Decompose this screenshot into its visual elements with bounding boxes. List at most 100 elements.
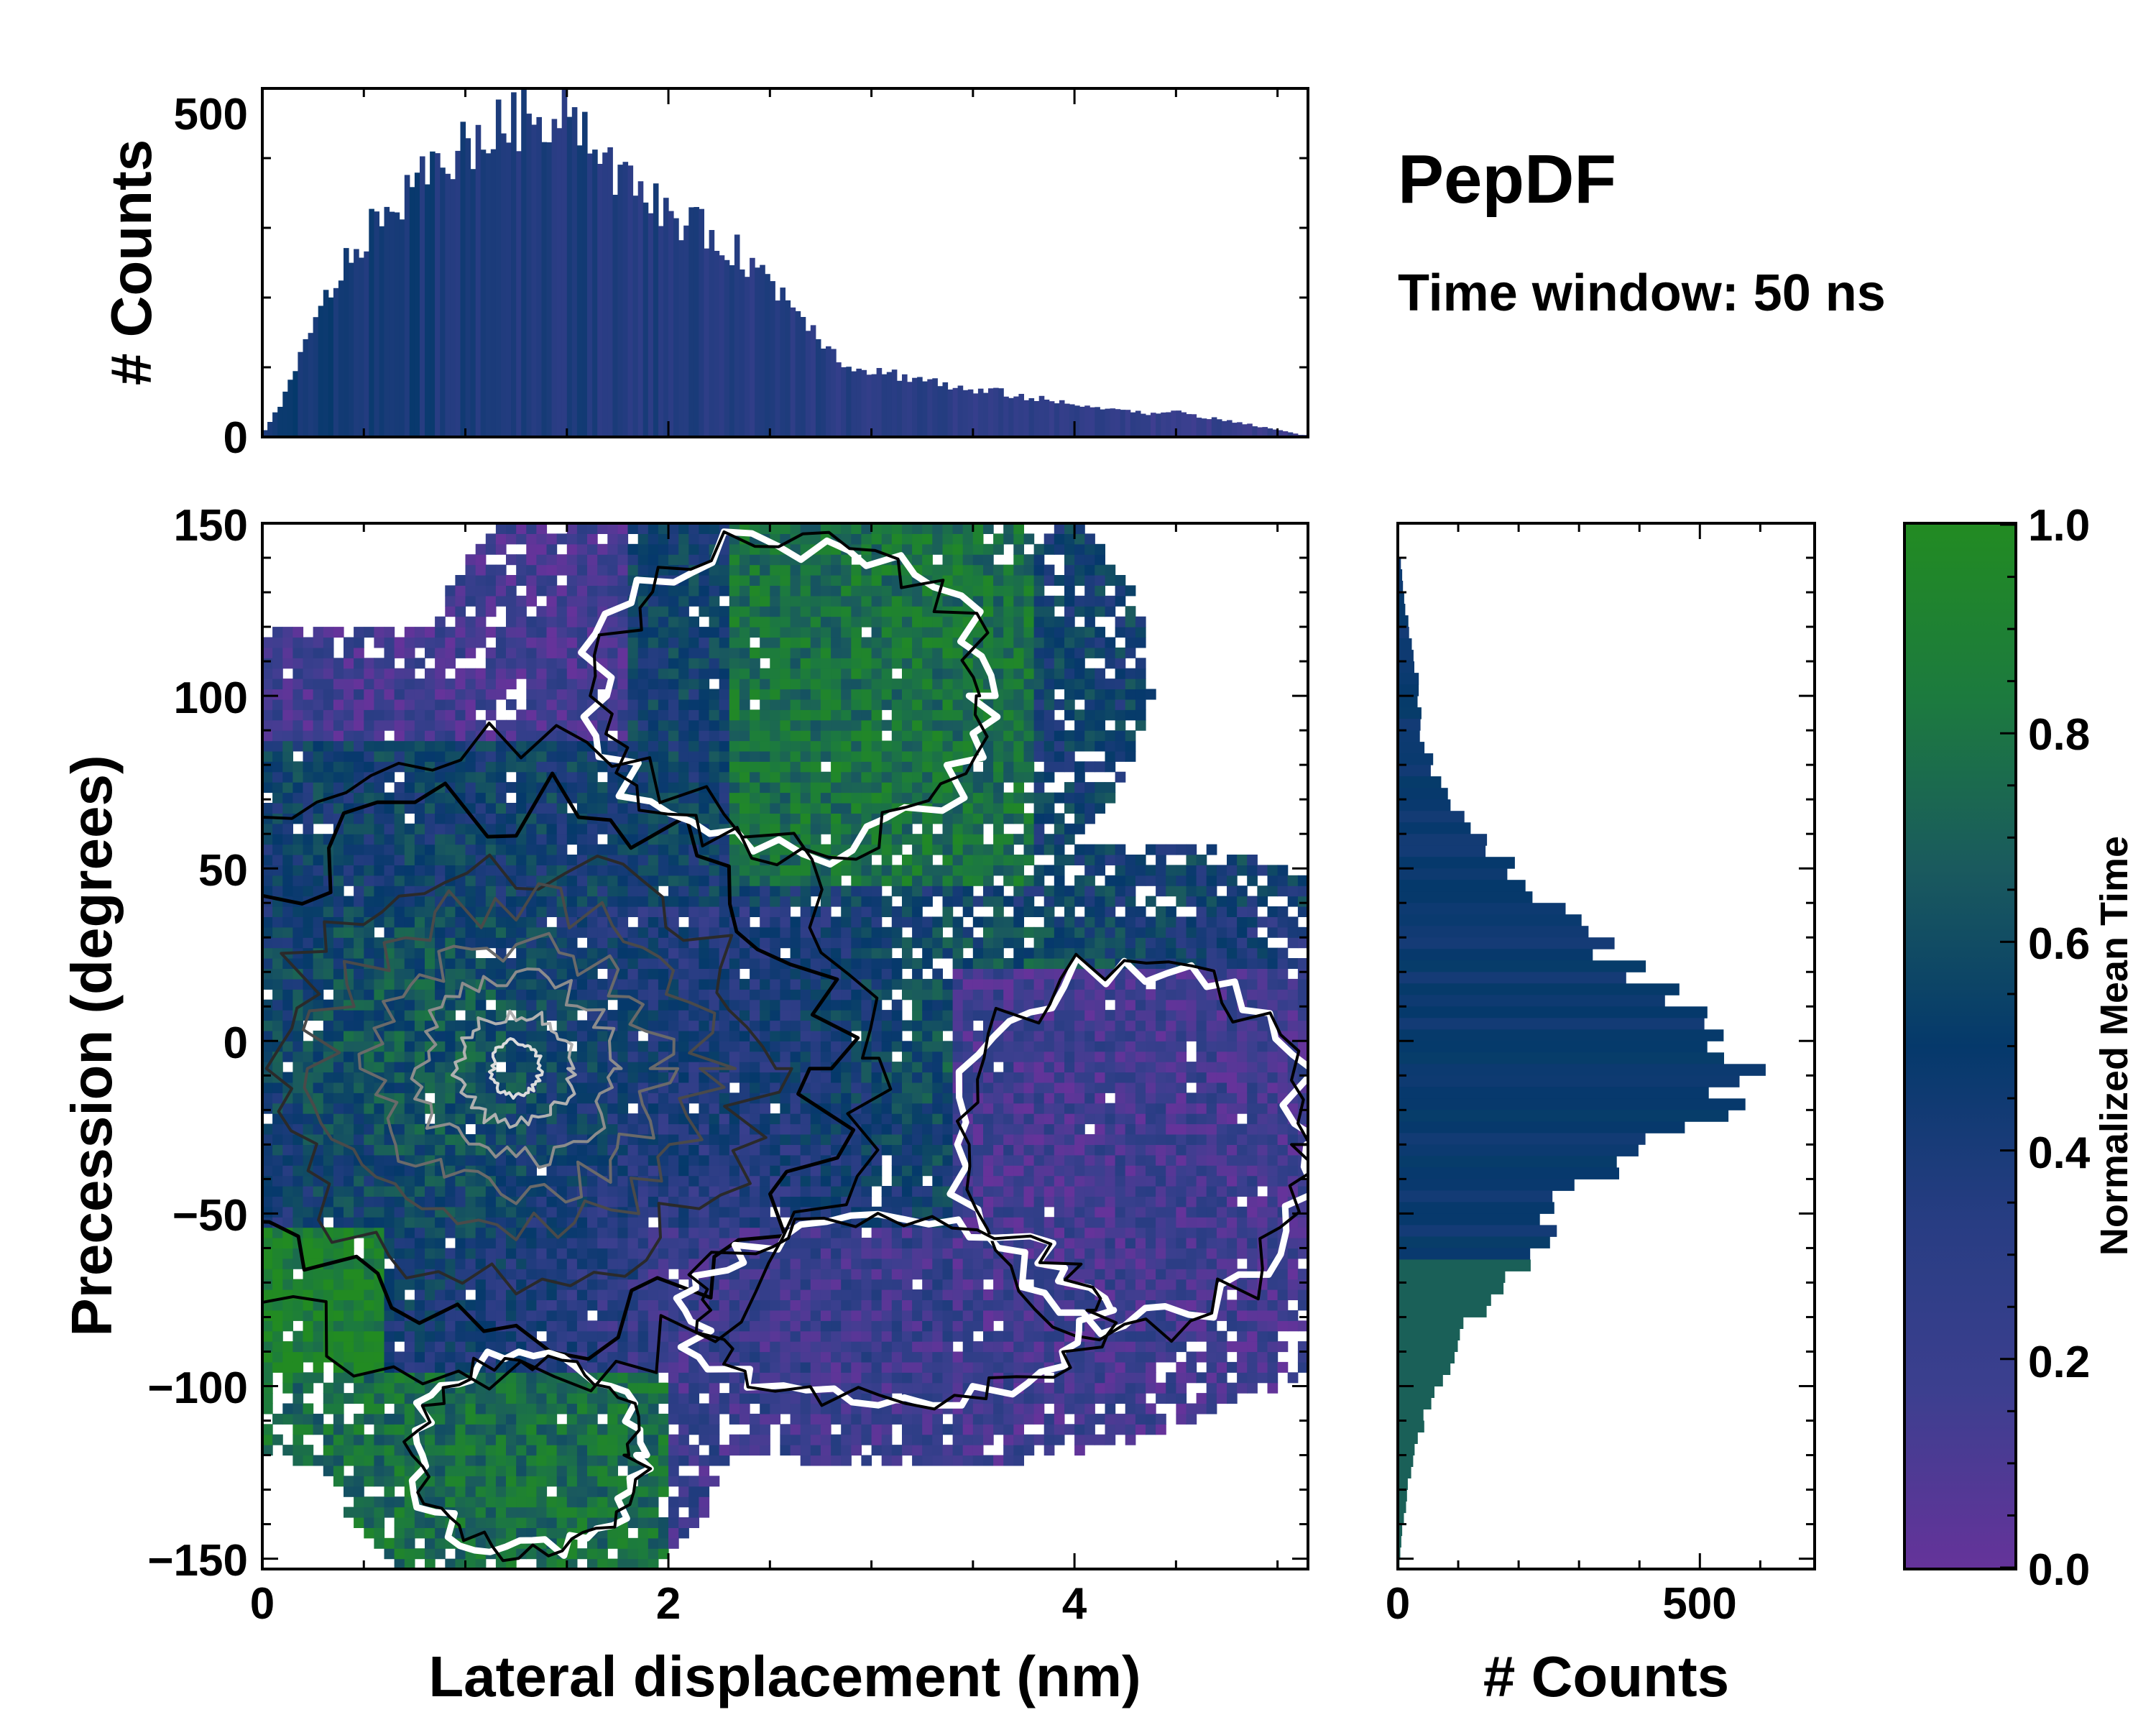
heatmap-cell xyxy=(465,709,476,721)
heatmap-cell xyxy=(536,844,548,855)
heatmap-cell xyxy=(566,1506,578,1518)
heatmap-cell xyxy=(506,782,517,794)
heatmap-cell xyxy=(719,554,730,566)
heatmap-cell xyxy=(699,1175,710,1187)
heatmap-cell xyxy=(485,1082,497,1093)
heatmap-cell xyxy=(435,1217,446,1228)
heatmap-cell xyxy=(658,875,669,886)
heatmap-cell xyxy=(678,834,689,845)
heatmap-cell xyxy=(495,1310,507,1321)
heatmap-cell xyxy=(313,1413,324,1425)
heatmap-cell xyxy=(303,709,314,721)
heatmap-cell xyxy=(709,740,720,752)
heatmap-cell xyxy=(516,647,527,658)
heatmap-cell xyxy=(668,564,679,576)
heatmap-cell xyxy=(475,1289,487,1300)
heatmap-cell xyxy=(658,1238,669,1248)
heatmap-cell xyxy=(445,896,456,907)
heatmap-cell xyxy=(384,689,395,700)
heatmap-cell xyxy=(780,1434,791,1445)
heatmap-cell xyxy=(566,1238,578,1248)
heatmap-cell xyxy=(313,750,324,762)
heatmap-cell xyxy=(637,1372,649,1384)
heatmap-cell xyxy=(607,906,618,917)
heatmap-cell xyxy=(435,1175,446,1187)
heatmap-cell xyxy=(699,1217,710,1228)
heatmap-cell xyxy=(607,1289,618,1300)
heatmap-cell xyxy=(648,1445,659,1456)
heatmap-cell xyxy=(282,1320,293,1332)
heatmap-cell xyxy=(627,1537,639,1549)
heatmap-cell xyxy=(699,813,710,824)
heatmap-cell xyxy=(354,1010,364,1021)
top-histogram-bar xyxy=(1186,414,1192,437)
heatmap-cell xyxy=(668,999,679,1011)
heatmap-cell xyxy=(354,689,364,700)
heatmap-cell xyxy=(262,906,273,917)
heatmap-cell xyxy=(374,740,385,752)
heatmap-cell xyxy=(617,906,629,917)
heatmap-cell xyxy=(516,740,527,752)
heatmap-cell xyxy=(546,1330,558,1342)
heatmap-cell xyxy=(658,1517,669,1528)
heatmap-cell xyxy=(414,627,425,638)
heatmap-cell xyxy=(658,616,669,627)
heatmap-cell xyxy=(617,1010,629,1021)
heatmap-cell xyxy=(272,1269,283,1280)
heatmap-cell xyxy=(617,564,629,576)
heatmap-cell xyxy=(556,1496,568,1508)
heatmap-cell xyxy=(303,1341,314,1353)
heatmap-cell xyxy=(770,896,780,907)
heatmap-cell xyxy=(627,1041,639,1052)
heatmap-cell xyxy=(516,730,527,742)
heatmap-cell xyxy=(323,1206,334,1218)
heatmap-cell xyxy=(516,1103,527,1114)
heatmap-cell xyxy=(566,1175,578,1187)
heatmap-cell xyxy=(750,585,760,597)
heatmap-cell xyxy=(374,1217,385,1228)
heatmap-cell xyxy=(445,823,456,834)
heatmap-cell xyxy=(637,689,649,700)
heatmap-cell xyxy=(455,1403,466,1414)
heatmap-cell xyxy=(770,1330,780,1342)
heatmap-cell xyxy=(394,1393,405,1404)
heatmap-cell xyxy=(303,1051,314,1062)
heatmap-cell xyxy=(323,978,334,990)
heatmap-cell xyxy=(760,1144,770,1156)
heatmap-cell xyxy=(780,1279,791,1290)
heatmap-cell xyxy=(516,1072,527,1083)
heatmap-cell xyxy=(445,1476,456,1487)
heatmap-cell xyxy=(526,958,537,969)
heatmap-cell xyxy=(516,564,527,576)
heatmap-cell xyxy=(617,1279,629,1290)
heatmap-cell xyxy=(556,834,568,845)
heatmap-cell xyxy=(506,1062,517,1073)
heatmap-cell xyxy=(770,1051,780,1062)
heatmap-cell xyxy=(485,1248,497,1259)
heatmap-cell xyxy=(699,947,710,959)
heatmap-cell xyxy=(760,1020,770,1031)
heatmap-cell xyxy=(526,678,537,690)
heatmap-cell xyxy=(597,865,608,876)
top-histogram-bar xyxy=(480,150,487,437)
heatmap-cell xyxy=(637,1310,649,1321)
top-histogram-bar xyxy=(714,251,720,437)
heatmap-cell xyxy=(292,1030,304,1041)
heatmap-cell xyxy=(516,1238,527,1248)
heatmap-cell xyxy=(536,958,548,969)
top-histogram-bar xyxy=(354,249,359,437)
heatmap-cell xyxy=(303,1351,314,1363)
heatmap-cell xyxy=(262,699,273,710)
heatmap-cell xyxy=(475,616,487,627)
heatmap-cell xyxy=(333,1217,344,1228)
heatmap-cell xyxy=(790,896,801,907)
heatmap-cell xyxy=(658,554,669,566)
heatmap-cell xyxy=(678,1020,689,1031)
heatmap-cell xyxy=(344,1351,354,1363)
heatmap-cell xyxy=(648,1154,659,1166)
heatmap-cell xyxy=(445,916,456,928)
heatmap-cell xyxy=(262,1020,273,1031)
heatmap-cell xyxy=(344,947,354,959)
heatmap-cell xyxy=(495,1258,507,1269)
heatmap-cell xyxy=(495,1330,507,1342)
